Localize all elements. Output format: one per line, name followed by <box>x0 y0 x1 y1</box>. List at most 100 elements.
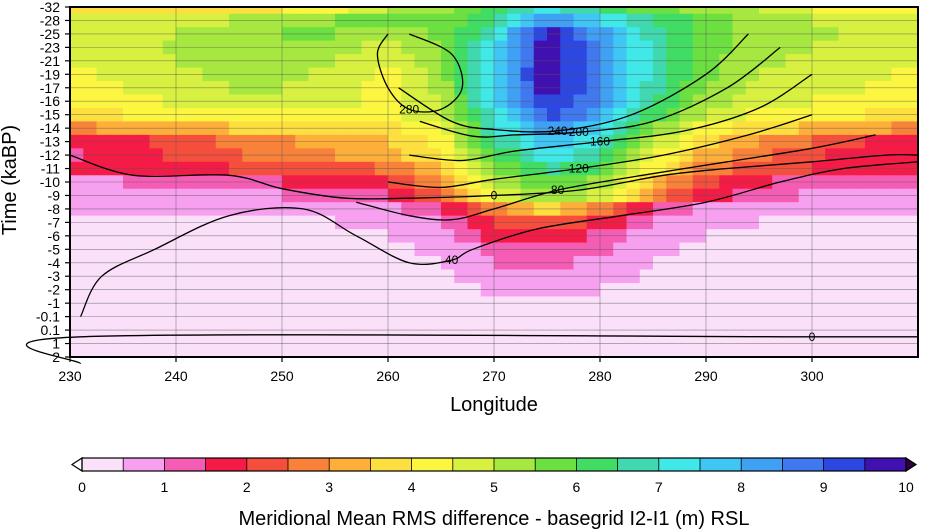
heatmap-cell <box>162 350 177 358</box>
heatmap-cell <box>613 229 628 244</box>
heatmap-cell <box>454 148 469 163</box>
heatmap-cell <box>798 148 813 163</box>
heatmap-cell <box>798 161 813 176</box>
heatmap-cell <box>123 350 137 358</box>
heatmap-cell <box>109 148 124 163</box>
heatmap-cell <box>202 7 217 15</box>
heatmap-cell <box>335 67 349 82</box>
heatmap-cell <box>215 148 230 163</box>
x-tick-label: 280 <box>588 368 612 384</box>
heatmap-cell <box>202 242 217 257</box>
heatmap-cell <box>162 336 177 351</box>
heatmap-cell <box>494 229 508 244</box>
heatmap-cell <box>149 81 164 96</box>
heatmap-cell <box>904 242 919 257</box>
heatmap-cell <box>772 229 787 244</box>
heatmap-cell <box>692 323 707 338</box>
heatmap-cell <box>507 323 522 338</box>
heatmap-cell <box>613 161 628 176</box>
heatmap-cell <box>507 161 522 176</box>
heatmap-cell <box>573 7 588 15</box>
heatmap-cell <box>547 323 561 338</box>
heatmap-cell <box>732 336 747 351</box>
heatmap-cell <box>202 256 217 271</box>
heatmap-cell <box>865 81 879 96</box>
heatmap-cell <box>335 54 349 69</box>
heatmap-cell <box>282 256 296 271</box>
heatmap-cell <box>520 336 535 351</box>
heatmap-cell <box>679 148 694 163</box>
heatmap-cell <box>480 161 495 176</box>
heatmap-cell <box>679 229 694 244</box>
heatmap-cell <box>176 229 190 244</box>
heatmap-cell <box>560 229 575 244</box>
colorbar-swatch <box>741 458 783 471</box>
heatmap-cell <box>454 7 469 15</box>
heatmap-cell <box>679 336 694 351</box>
heatmap-cell <box>851 242 866 257</box>
heatmap-cell <box>109 256 124 271</box>
heatmap-cell <box>600 148 614 163</box>
heatmap-cell <box>573 323 588 338</box>
heatmap-cell <box>308 256 323 271</box>
heatmap-cell <box>706 242 720 257</box>
heatmap-cell <box>533 323 548 338</box>
heatmap-cell <box>586 323 601 338</box>
heatmap-cell <box>136 350 151 358</box>
heatmap-cell <box>427 229 442 244</box>
heatmap-cell <box>401 7 416 15</box>
heatmap-cell <box>427 67 442 82</box>
heatmap-cell <box>719 350 734 358</box>
heatmap-cell <box>812 229 826 244</box>
heatmap-cell <box>162 7 177 15</box>
heatmap-cell <box>745 229 760 244</box>
heatmap-cell <box>639 336 654 351</box>
heatmap-cell <box>560 161 575 176</box>
heatmap-cell <box>838 67 853 82</box>
heatmap-cell <box>282 81 296 96</box>
heatmap-cell <box>613 81 628 96</box>
contour-line-240 <box>398 33 749 133</box>
heatmap-cell <box>785 161 800 176</box>
heatmap-cell <box>70 67 84 82</box>
colorbar-tick-label: 10 <box>898 479 914 495</box>
heatmap-cell <box>414 54 429 69</box>
heatmap-cell <box>335 161 349 176</box>
heatmap-cell <box>441 54 455 69</box>
contour-line-280 <box>376 33 464 113</box>
heatmap-cell <box>123 161 137 176</box>
y-tick-label: -6 <box>48 228 61 244</box>
heatmap-cell <box>692 242 707 257</box>
heatmap-cell <box>361 67 376 82</box>
heatmap-cell <box>533 350 548 358</box>
heatmap-cell <box>851 161 866 176</box>
heatmap-cell <box>361 81 376 96</box>
heatmap-cell <box>851 336 866 351</box>
heatmap-cell <box>759 323 773 338</box>
heatmap-cell <box>520 161 535 176</box>
heatmap-cell <box>467 350 482 358</box>
heatmap-cell <box>547 54 561 69</box>
heatmap-cell <box>268 323 283 338</box>
heatmap-cell <box>745 323 760 338</box>
heatmap-cell <box>891 242 906 257</box>
heatmap-cell <box>692 148 707 163</box>
heatmap-cell <box>467 7 482 15</box>
heatmap-cell <box>242 148 257 163</box>
heatmap-cell <box>242 54 257 69</box>
heatmap-cell <box>600 350 614 358</box>
y-tick-label: -28 <box>40 12 60 28</box>
heatmap-cell <box>706 7 720 15</box>
contour-line-200 <box>419 46 781 138</box>
heatmap-cell <box>388 323 402 338</box>
heatmap-cell <box>878 7 893 15</box>
colorbar-tick-label: 1 <box>161 479 169 495</box>
heatmap-cell <box>878 256 893 271</box>
heatmap-cell <box>904 54 919 69</box>
heatmap-cell <box>812 256 826 271</box>
heatmap-cell <box>388 7 402 15</box>
heatmap-cell <box>162 148 177 163</box>
heatmap-cell <box>96 256 111 271</box>
colorbar-tick-label: 0 <box>78 479 86 495</box>
heatmap-cell <box>719 323 734 338</box>
